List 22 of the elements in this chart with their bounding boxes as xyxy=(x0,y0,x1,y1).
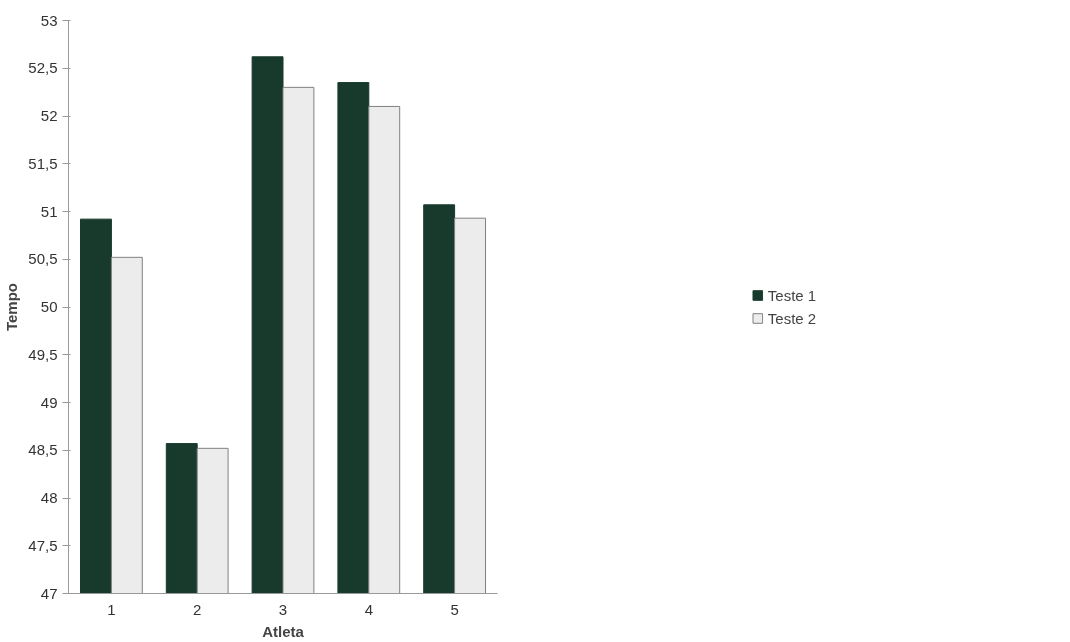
y-tick-label: 48 xyxy=(40,489,58,506)
y-tick-label: 49 xyxy=(40,393,58,411)
x-tick-label: 1 xyxy=(107,600,116,618)
y-tick-label: 50,5 xyxy=(28,250,58,268)
y-tick-label: 47,5 xyxy=(28,536,58,554)
y-tick-label: 49,5 xyxy=(28,345,58,363)
y-tick-label: 52 xyxy=(40,107,58,124)
x-tick-label: 2 xyxy=(193,600,202,618)
legend-label: Teste 2 xyxy=(767,309,817,327)
x-tick-label: 5 xyxy=(450,600,459,618)
y-axis-title: Tempo xyxy=(3,282,21,332)
x-axis-title: Atleta xyxy=(262,622,305,640)
y-tick-label: 47 xyxy=(40,584,58,602)
y-tick-label: 52,5 xyxy=(28,59,58,77)
y-tick-label: 53 xyxy=(40,11,58,29)
y-tick-label: 48,5 xyxy=(28,441,58,459)
y-tick-label: 50 xyxy=(40,298,58,315)
y-tick-label: 51 xyxy=(40,202,58,220)
x-tick-label: 3 xyxy=(278,600,288,618)
y-tick-label: 51,5 xyxy=(28,154,58,172)
legend-label: Teste 1 xyxy=(767,286,817,304)
x-tick-label: 4 xyxy=(364,600,373,618)
